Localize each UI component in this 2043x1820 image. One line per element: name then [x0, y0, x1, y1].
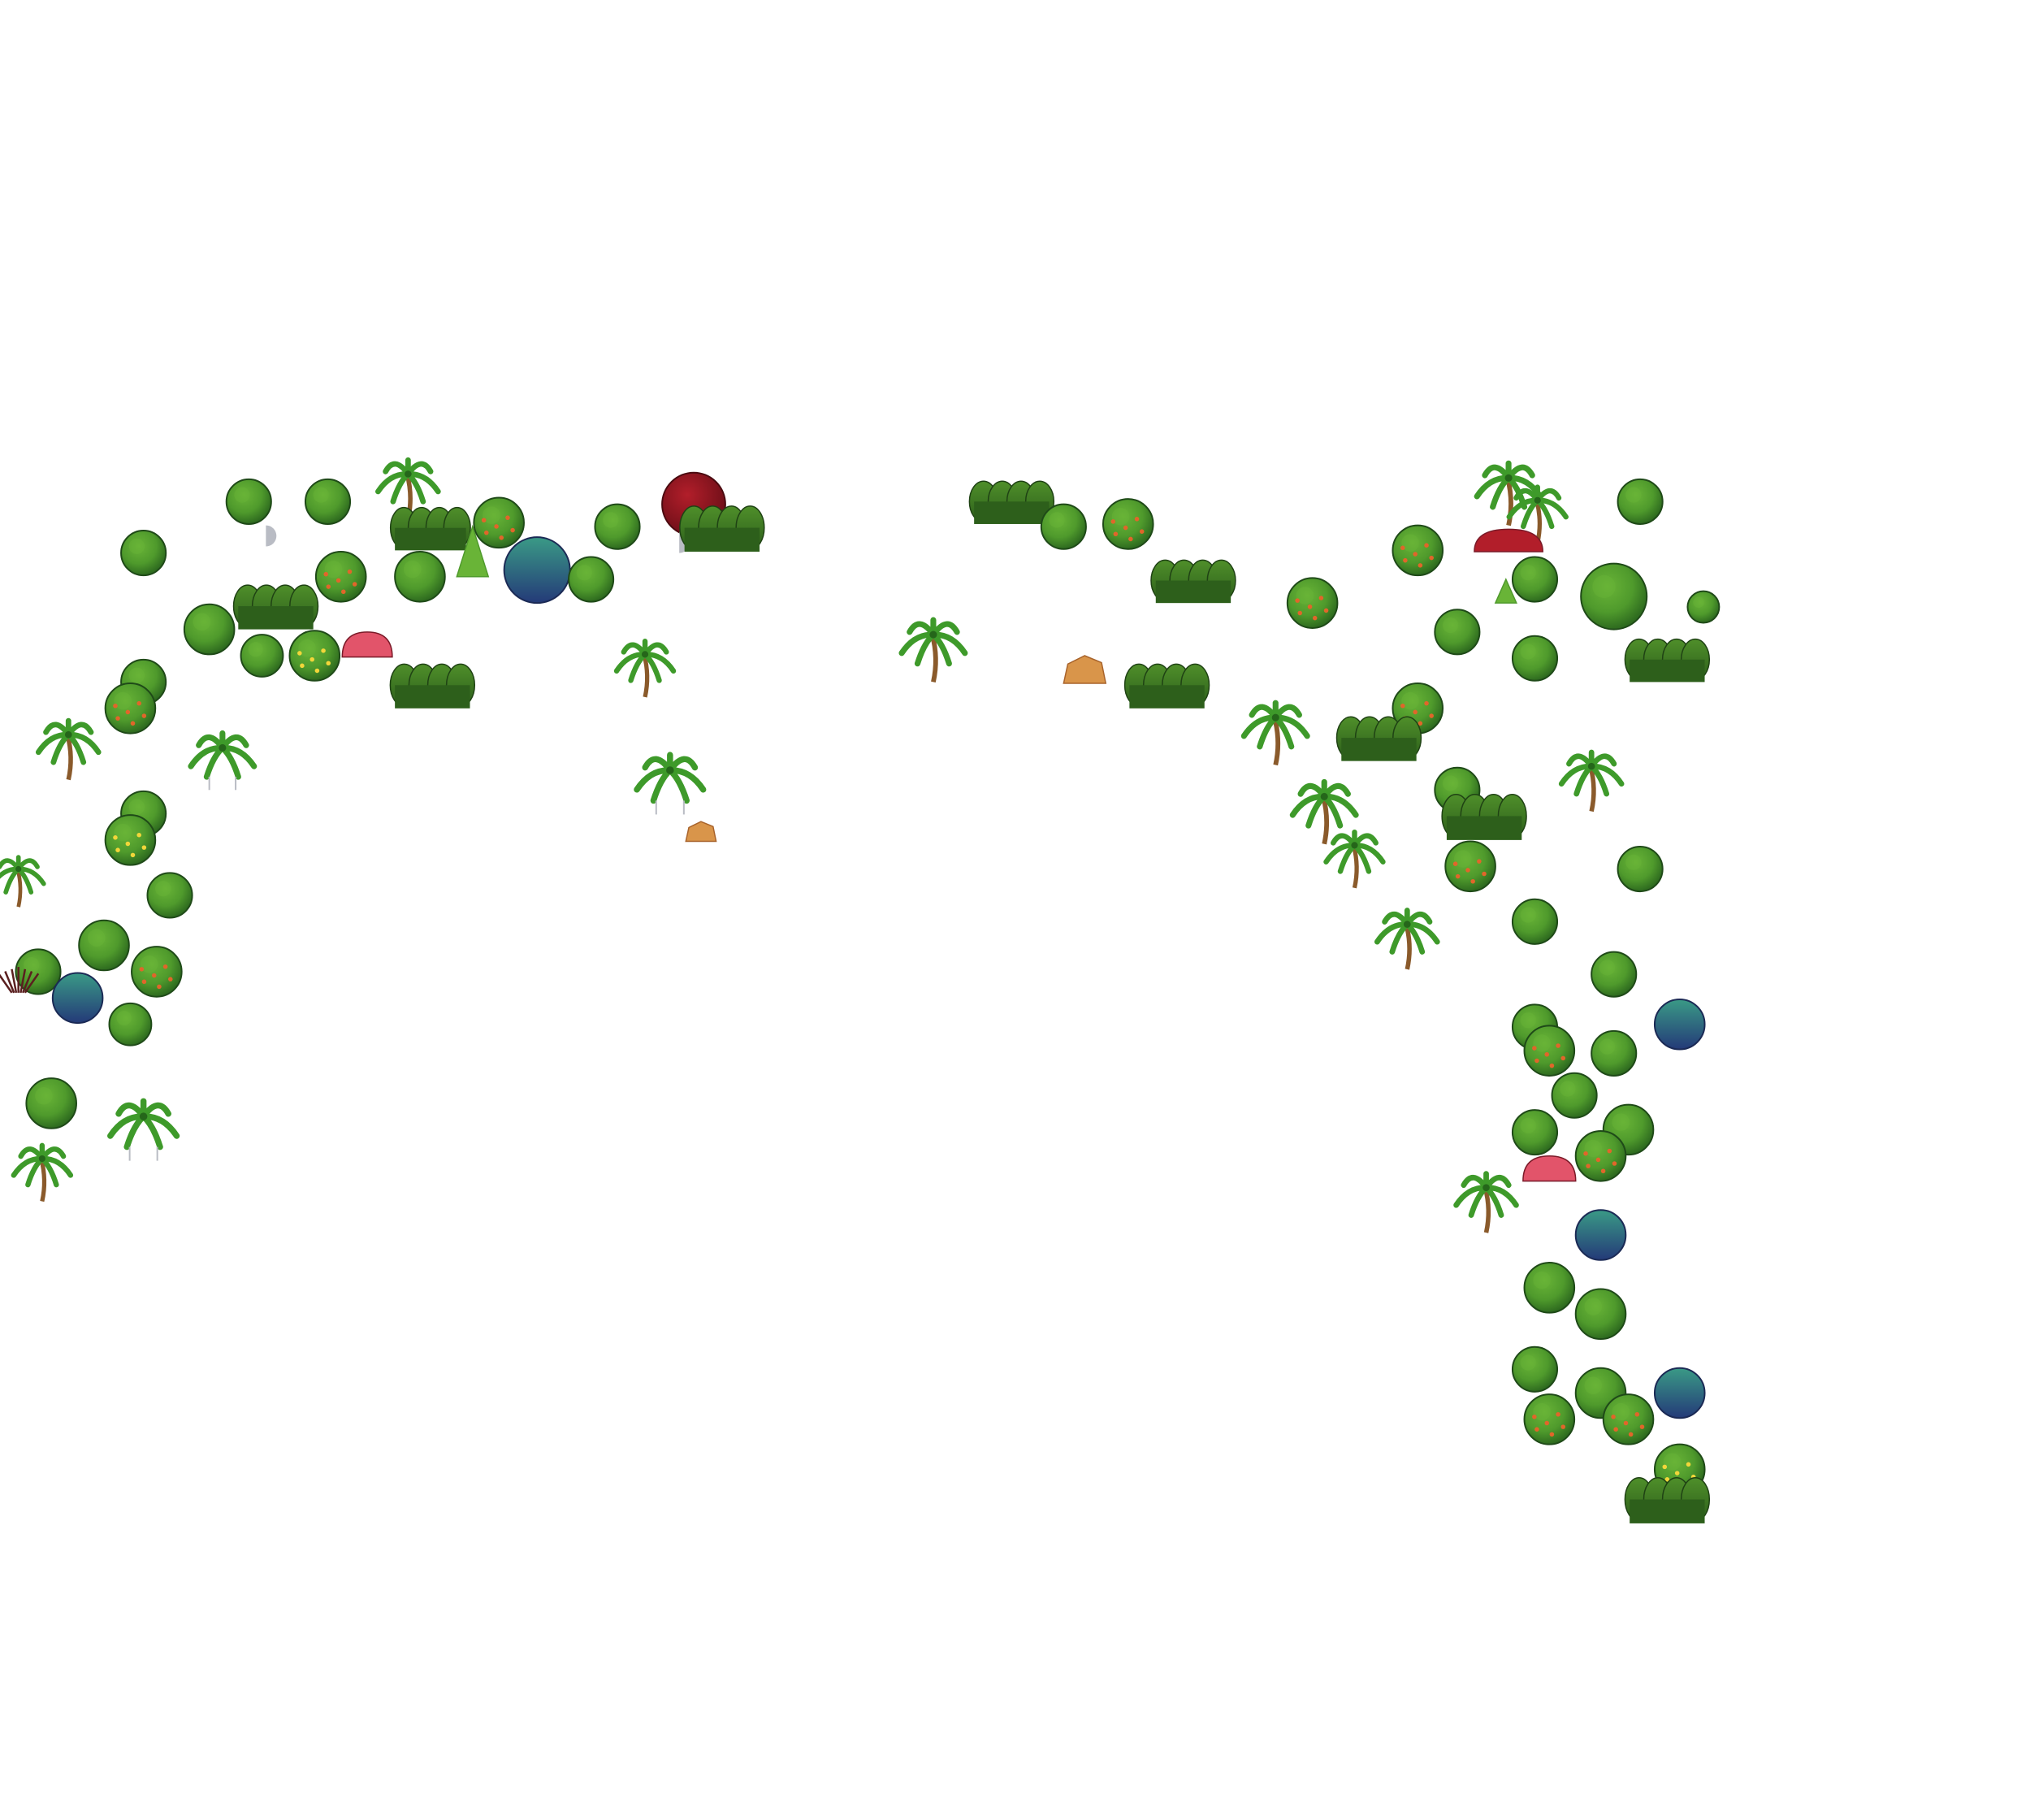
fruit-tree	[1574, 1130, 1627, 1182]
round-tree	[594, 503, 641, 550]
round-tree	[1523, 1262, 1576, 1314]
palm-tree	[11, 1142, 74, 1202]
round-tree	[183, 603, 236, 656]
stone	[266, 525, 277, 547]
round-tree	[225, 478, 272, 525]
palm-tree	[634, 752, 707, 815]
dead-bush	[0, 967, 40, 994]
fruit-tree	[1523, 1393, 1576, 1445]
palm-tree	[107, 1098, 180, 1161]
fruit-tree	[1444, 840, 1496, 893]
round-tree	[1511, 635, 1559, 682]
fruit-tree	[131, 946, 183, 998]
palm-tree	[1289, 778, 1359, 845]
fruit-tree	[104, 814, 157, 866]
round-tree	[1591, 951, 1638, 998]
fruit-tree	[1392, 524, 1444, 577]
fruit-tree	[104, 682, 157, 734]
round-tree	[1551, 1072, 1598, 1119]
round-tree	[1574, 1288, 1627, 1341]
fruit-tree	[1286, 577, 1339, 629]
fruit-tree	[314, 550, 367, 603]
palm-tree	[898, 617, 968, 683]
fruit-tree	[473, 496, 525, 549]
round-tree	[304, 478, 352, 525]
fruit-tree	[1102, 498, 1154, 550]
round-tree	[108, 1002, 153, 1046]
palm-tree	[188, 730, 258, 791]
fruit-tree	[1523, 1025, 1576, 1077]
fruit-tree	[288, 630, 341, 682]
palm-tree	[1474, 460, 1543, 526]
round-tree	[1617, 478, 1664, 525]
fruit-tree	[1602, 1393, 1655, 1445]
round-tree	[25, 1077, 77, 1129]
teal-tree	[1574, 1209, 1627, 1261]
round-tree	[120, 530, 167, 577]
palm-tree	[1374, 908, 1440, 970]
palm-tree	[35, 717, 102, 781]
palm-tree	[0, 855, 46, 908]
bush	[1624, 638, 1711, 682]
palm-tree	[1323, 830, 1386, 889]
round-tree	[1591, 1029, 1638, 1077]
round-tree	[1040, 503, 1087, 550]
round-tree	[1511, 1346, 1559, 1393]
teal-tree	[503, 536, 571, 604]
palm-tree	[613, 639, 677, 698]
teal-tree	[51, 972, 104, 1025]
palm-tree	[1453, 1171, 1519, 1233]
bush	[1441, 793, 1527, 840]
round-tree	[1511, 898, 1559, 945]
round-tree	[1511, 1109, 1559, 1156]
bush	[679, 505, 765, 552]
round-tree	[568, 556, 615, 603]
bush	[232, 584, 319, 630]
flower-bush	[1474, 528, 1543, 552]
bush	[1150, 559, 1236, 604]
bush	[1624, 1477, 1711, 1523]
flower-bush	[1522, 1155, 1577, 1182]
teal-tree	[1653, 1367, 1706, 1419]
round-tree	[240, 634, 284, 678]
bush	[389, 506, 471, 551]
bush	[389, 663, 476, 708]
round-tree	[1686, 590, 1721, 624]
round-tree	[1511, 556, 1559, 603]
small-conifer	[1494, 578, 1517, 604]
rock	[685, 821, 717, 843]
palm-tree	[1240, 700, 1310, 766]
round-tree	[394, 550, 446, 603]
round-tree	[78, 919, 130, 972]
round-tree	[1617, 845, 1664, 893]
round-tree	[1434, 609, 1481, 656]
bush	[1123, 663, 1210, 708]
rock	[1063, 655, 1107, 684]
small-conifer	[456, 524, 490, 578]
teal-tree	[1653, 998, 1706, 1051]
bush	[968, 480, 1055, 524]
palm-tree	[1506, 484, 1569, 544]
palm-tree	[375, 457, 441, 520]
palm-tree	[1558, 749, 1625, 812]
round-tree	[146, 872, 193, 919]
bush	[1335, 716, 1422, 761]
round-tree	[1580, 562, 1648, 630]
flower-bush	[341, 631, 393, 658]
